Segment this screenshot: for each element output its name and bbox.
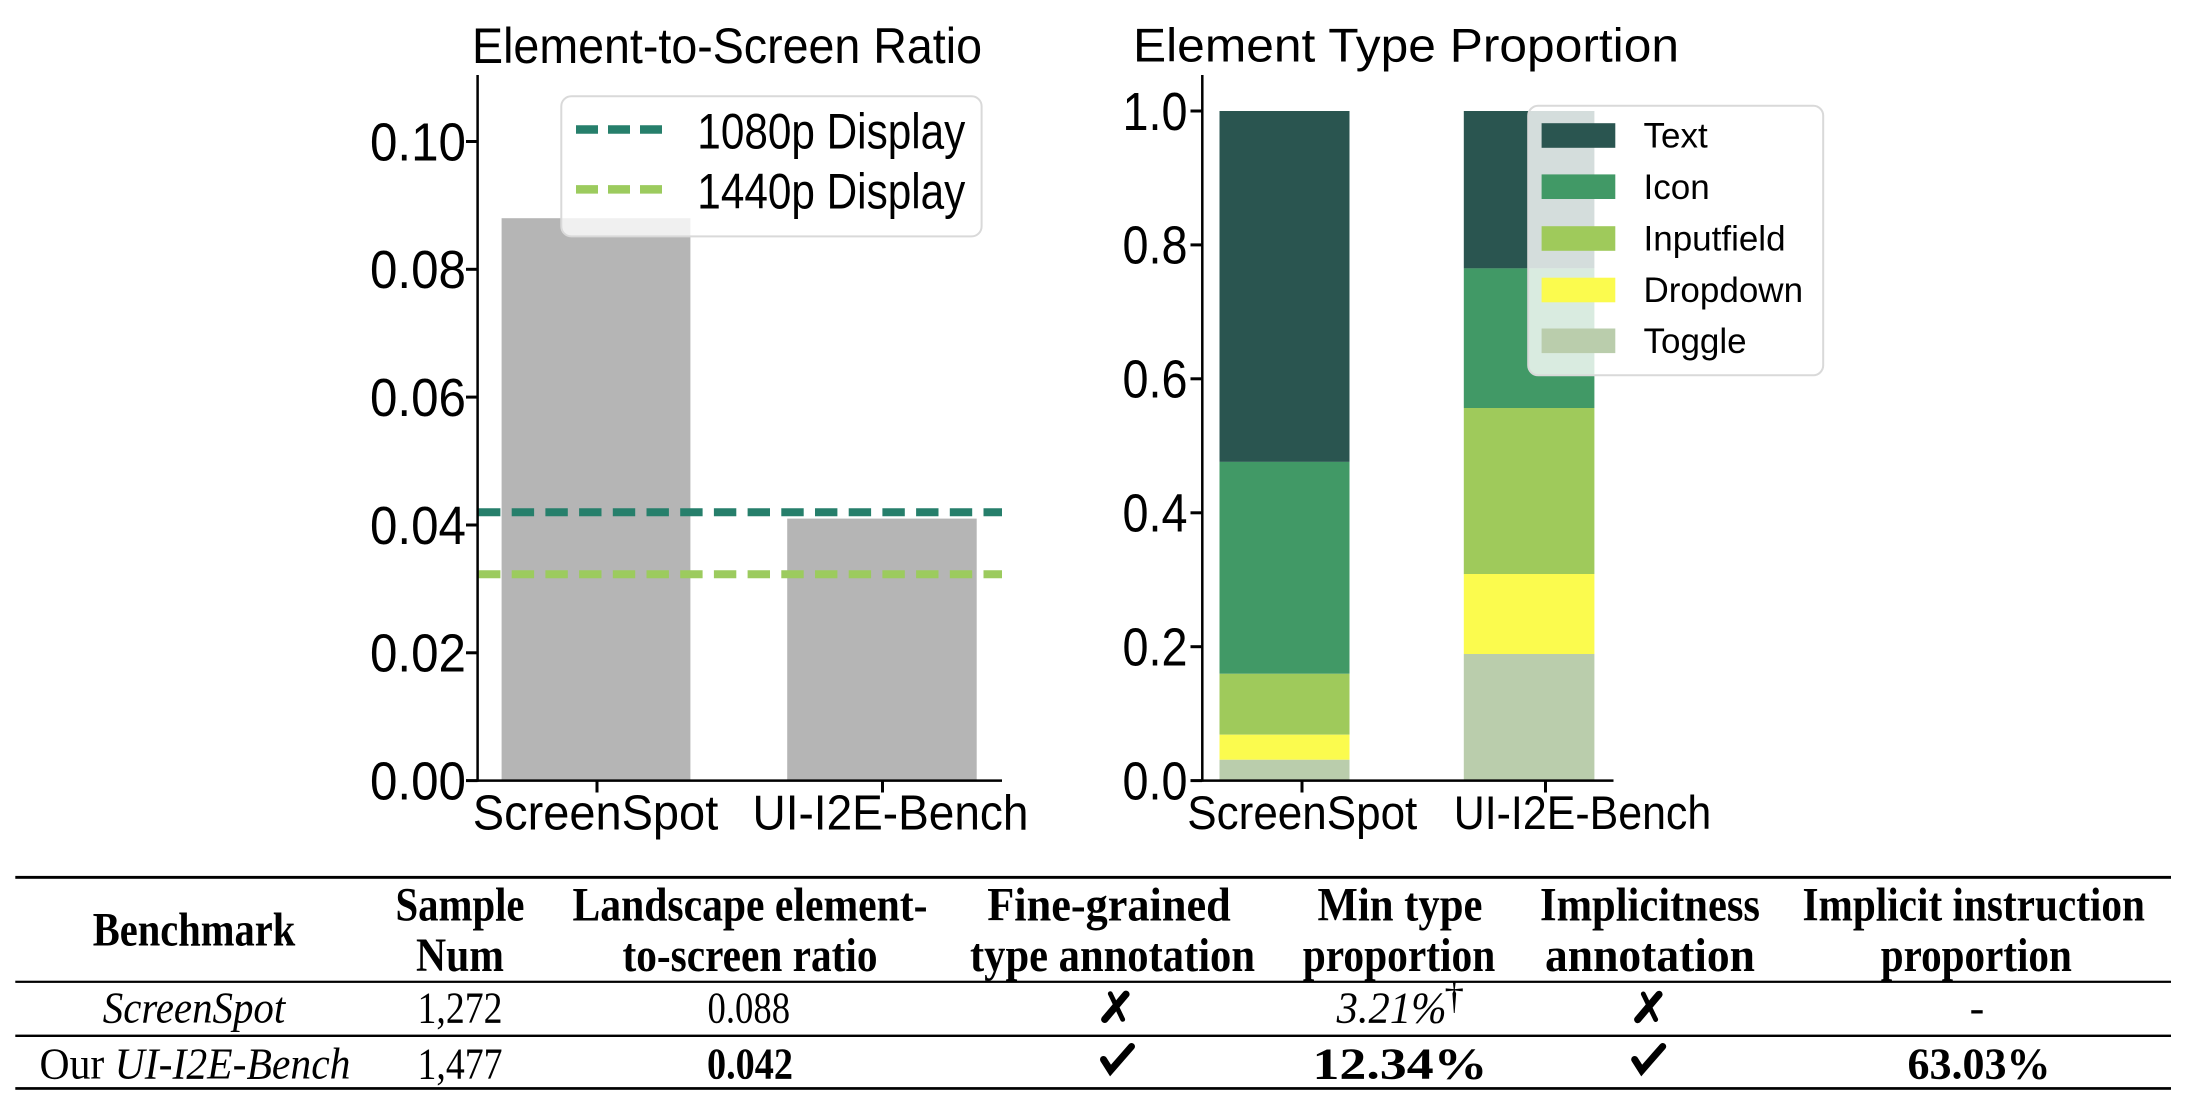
svg-text:0.02: 0.02 [370, 624, 466, 684]
svg-text:-: - [1970, 983, 1985, 1032]
svg-text:Inputfield: Inputfield [1644, 220, 1786, 259]
svg-text:1,272: 1,272 [418, 983, 503, 1032]
svg-text:0.2: 0.2 [1123, 618, 1188, 678]
svg-text:1080p Display: 1080p Display [697, 103, 965, 159]
svg-text:1,477: 1,477 [418, 1039, 503, 1088]
svg-text:type annotation: type annotation [970, 929, 1255, 982]
svg-text:Sample: Sample [396, 879, 525, 932]
svg-text:proportion: proportion [1303, 929, 1496, 982]
svg-text:0.8: 0.8 [1123, 216, 1188, 276]
svg-text:Landscape element-: Landscape element- [573, 879, 928, 932]
svg-text:63.03%: 63.03% [1908, 1039, 2051, 1088]
svg-text:†: † [1445, 975, 1465, 1018]
svg-text:UI-I2E-Bench: UI-I2E-Bench [753, 787, 1029, 841]
svg-text:Benchmark: Benchmark [93, 904, 296, 957]
svg-text:Text: Text [1644, 117, 1708, 156]
svg-text:0.00: 0.00 [370, 751, 466, 811]
svg-text:Element Type Proportion: Element Type Proportion [1133, 20, 1679, 73]
svg-text:annotation: annotation [1545, 929, 1755, 982]
svg-text:1440p Display: 1440p Display [697, 164, 965, 220]
svg-text:0.06: 0.06 [370, 368, 466, 428]
svg-text:Num: Num [416, 929, 504, 982]
svg-text:Element-to-Screen Ratio: Element-to-Screen Ratio [472, 18, 982, 74]
svg-text:Icon: Icon [1644, 168, 1710, 207]
svg-text:Implicit instruction: Implicit instruction [1802, 879, 2145, 932]
svg-text:0.088: 0.088 [708, 983, 791, 1032]
svg-text:Fine-grained: Fine-grained [987, 879, 1231, 932]
svg-text:to-screen ratio: to-screen ratio [623, 929, 878, 982]
svg-text:0.10: 0.10 [370, 112, 466, 172]
svg-text:ScreenSpot: ScreenSpot [103, 983, 287, 1032]
svg-text:1.0: 1.0 [1123, 82, 1188, 142]
svg-text:Dropdown: Dropdown [1644, 271, 1804, 310]
svg-text:0.08: 0.08 [370, 240, 466, 300]
svg-text:Min type: Min type [1318, 879, 1483, 932]
svg-text:Our UI-I2E-Bench: Our UI-I2E-Bench [40, 1039, 351, 1088]
svg-text:proportion: proportion [1881, 929, 2072, 982]
svg-text:0.04: 0.04 [370, 496, 466, 556]
svg-text:3.21%: 3.21% [1336, 983, 1447, 1032]
svg-text:Toggle: Toggle [1644, 322, 1747, 361]
svg-text:0.042: 0.042 [707, 1039, 793, 1088]
svg-text:ScreenSpot: ScreenSpot [1187, 786, 1417, 839]
svg-text:Implicitness: Implicitness [1540, 879, 1760, 932]
svg-text:0.0: 0.0 [1123, 751, 1188, 811]
svg-text:0.4: 0.4 [1123, 484, 1188, 544]
svg-text:0.6: 0.6 [1123, 350, 1188, 410]
svg-text:ScreenSpot: ScreenSpot [473, 787, 719, 841]
svg-text:12.34%: 12.34% [1313, 1039, 1488, 1088]
svg-text:UI-I2E-Bench: UI-I2E-Bench [1454, 786, 1712, 839]
